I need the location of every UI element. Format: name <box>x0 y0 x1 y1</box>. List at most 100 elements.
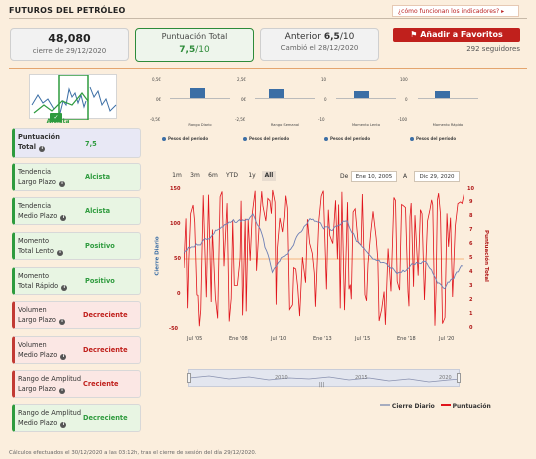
mini-chart-title: Momento Lento <box>351 123 381 127</box>
indicator-momentum-fast[interactable]: Momento Total Rápido i Positivo <box>12 267 141 295</box>
indicator-label-line2: Largo Plazo <box>18 178 56 186</box>
indicator-value: Alcista <box>85 207 111 215</box>
indicator-trend-long[interactable]: Tendencia Largo Plazo i Alcista <box>12 163 141 191</box>
mini-tick: 100 <box>400 77 408 82</box>
legend-close-swatch <box>380 404 390 406</box>
indicator-value: 7,5 <box>85 140 97 148</box>
range-btn-3m[interactable]: 3m <box>190 172 200 179</box>
indicator-volume-medium[interactable]: Volumen Medio Plazo i Decreciente <box>12 336 141 364</box>
navigator-handle-right[interactable] <box>457 373 461 383</box>
info-icon[interactable]: i <box>60 215 67 221</box>
from-date-input[interactable]: Ene 10, 2005 <box>351 171 397 182</box>
indicator-volume-long[interactable]: Volumen Largo Plazo i Decreciente <box>12 301 141 329</box>
legend-score-label[interactable]: Puntuación <box>452 403 491 410</box>
legend-score-swatch <box>440 404 451 406</box>
mini-zero-line <box>255 98 315 99</box>
range-btn-ytd[interactable]: YTD <box>226 172 238 179</box>
mini-tick: 0,5€ <box>152 77 161 82</box>
followers-count: 292 seguidores <box>466 45 520 53</box>
bookmark-icon: ⚑ <box>410 30 421 39</box>
navigator-handle-left[interactable] <box>187 373 191 383</box>
how-indicators-link[interactable]: ¿cómo funcionan los indicadores? ▸ <box>392 5 519 17</box>
indicator-value: Creciente <box>83 380 119 388</box>
x-tick: Jul '10 <box>271 336 287 342</box>
info-icon[interactable]: i <box>59 388 66 394</box>
mini-chart-title: Momento Rápido <box>432 123 464 127</box>
indicator-label-line2: Medio Plazo <box>18 419 58 427</box>
indicator-label-line2: Total Rápido <box>18 282 59 290</box>
mini-tick: 0 <box>405 97 408 102</box>
previous-suffix: /10 <box>339 32 355 42</box>
chart-legend: Cierre Diario Puntuación <box>380 403 491 410</box>
previous-line: Anterior 6,5/10 <box>261 32 378 42</box>
indicator-label-line1: Volumen <box>18 341 47 349</box>
x-tick: Ene '13 <box>313 336 332 342</box>
add-favorites-button[interactable]: ⚑ Añadir a Favoritos <box>393 28 520 42</box>
right-tick: 3 <box>469 283 473 289</box>
mini-tick: 10 <box>321 77 327 82</box>
range-btn-6m[interactable]: 6m <box>208 172 218 179</box>
indicator-label-line2: Largo Plazo <box>18 385 56 393</box>
indicator-range-medium[interactable]: Rango de Amplitud Medio Plazo i Decrecien… <box>12 404 141 432</box>
left-tick: 50 <box>174 256 181 262</box>
indicator-momentum-slow[interactable]: Momento Total Lento i Positivo <box>12 232 141 260</box>
indicator-label-line1: Volumen <box>18 306 47 314</box>
indicator-label: Volumen Medio Plazo i <box>18 340 67 360</box>
indicator-label: Tendencia Medio Plazo i <box>18 201 67 221</box>
info-icon[interactable]: i <box>61 285 68 291</box>
mini-tick: -10 <box>318 117 325 122</box>
to-label: A <box>403 173 408 180</box>
indicator-value: Positivo <box>85 242 115 250</box>
indicator-label: Puntuación Total i <box>18 132 60 152</box>
left-tick: 0 <box>177 291 181 297</box>
add-favorites-label: Añadir a Favoritos <box>420 30 503 39</box>
indicator-label-line2: Medio Plazo <box>18 351 58 359</box>
indicator-label-line2: Total Lento <box>18 247 54 255</box>
close-series <box>184 213 464 290</box>
mini-legend-text: Pesos del período <box>168 136 209 141</box>
info-icon[interactable]: i <box>59 319 66 325</box>
info-icon[interactable]: i <box>60 354 67 360</box>
previous-date: Cambió el 28/12/2020 <box>280 44 359 52</box>
range-btn-all[interactable]: All <box>262 171 276 181</box>
navigator-sparkline <box>188 375 462 383</box>
indicator-range-long[interactable]: Rango de Amplitud Largo Plazo i Creciente <box>12 370 141 398</box>
right-tick: 1 <box>469 311 473 317</box>
mini-legend-text: Pesos del período <box>330 136 371 141</box>
mini-legend: Pesos del período <box>410 136 456 141</box>
right-tick: 10 <box>467 186 474 192</box>
mini-bar <box>190 88 205 98</box>
indicator-trend-medium[interactable]: Tendencia Medio Plazo i Alcista <box>12 197 141 225</box>
score-value: 7,5 <box>179 45 196 55</box>
info-icon[interactable]: i <box>60 422 67 428</box>
navigator-tick: 2020 <box>439 375 452 381</box>
indicator-label-line1: Puntuación <box>18 133 60 141</box>
right-tick: 7 <box>469 227 473 233</box>
trend-label: Alcista <box>46 118 70 125</box>
info-icon[interactable]: i <box>39 146 46 152</box>
navigator-grip-icon[interactable]: ||| <box>319 382 325 388</box>
indicator-label-line1: Tendencia <box>18 168 52 176</box>
info-icon[interactable]: i <box>59 181 66 187</box>
indicator-label-line1: Rango de Amplitud <box>18 409 82 417</box>
indicator-label: Momento Total Lento i <box>18 236 64 256</box>
legend-close-label[interactable]: Cierre Diario <box>391 403 435 410</box>
mini-tick: -2,5€ <box>235 117 246 122</box>
to-date-input[interactable]: Dic 29, 2020 <box>414 171 460 182</box>
chart-navigator[interactable]: 2010 2015 2020 ||| <box>187 369 462 388</box>
previous-card: Anterior 6,5/10 Cambió el 28/12/2020 <box>260 28 379 61</box>
mini-chart-title: Rango Diario <box>188 123 212 127</box>
main-plot[interactable] <box>184 188 464 330</box>
range-btn-1y[interactable]: 1y <box>248 172 256 179</box>
indicator-score-total[interactable]: Puntuación Total i 7,5 <box>12 128 141 158</box>
info-icon[interactable]: i <box>57 250 64 256</box>
left-tick: 100 <box>170 221 181 227</box>
legend-dot-icon <box>162 136 166 141</box>
mini-zero-line <box>336 98 396 99</box>
mini-tick: -0,5€ <box>150 117 161 122</box>
mini-legend-text: Pesos del período <box>416 136 457 141</box>
range-btn-1m[interactable]: 1m <box>172 172 182 179</box>
legend-dot-icon <box>410 136 414 141</box>
mini-chart-slow-momentum: 10 0 -10 Momento Lento Pesos del período <box>318 74 400 142</box>
indicator-value: Alcista <box>85 173 111 181</box>
